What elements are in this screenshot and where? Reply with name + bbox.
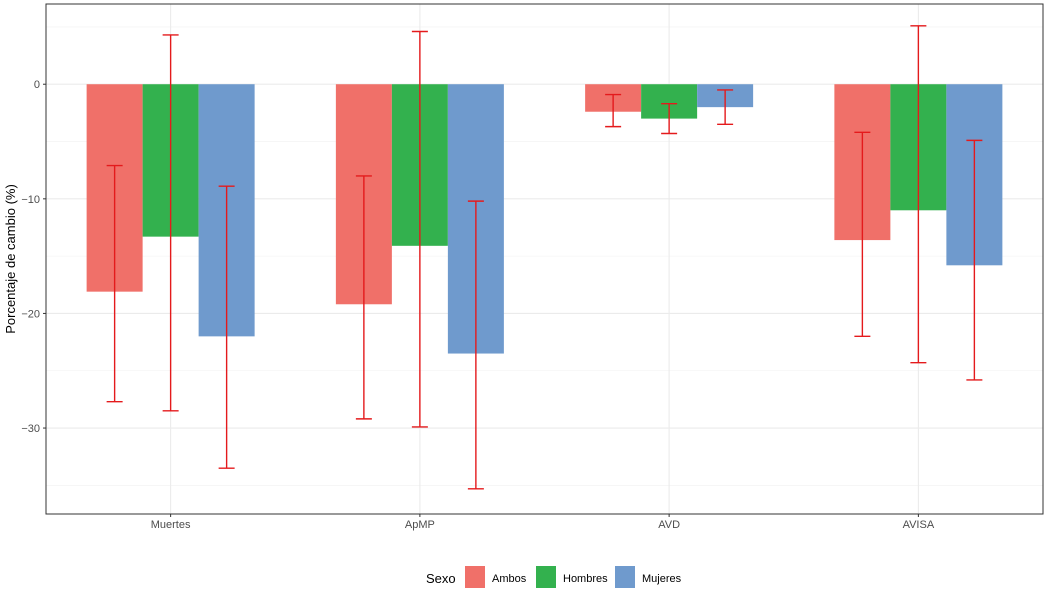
error-bar-mujeres-avd — [717, 89, 734, 126]
legend-item-hombres: Hombres — [536, 566, 608, 588]
plot-panel-border — [45, 3, 1044, 515]
x-tick-label: ApMP — [405, 519, 435, 531]
x-tick-label: AVD — [658, 519, 680, 531]
legend-label-ambos: Ambos — [492, 573, 527, 585]
y-tick-label: −30 — [21, 423, 40, 435]
error-bar-ambos-muertes — [106, 164, 123, 403]
error-bar-hombres-avisa — [910, 25, 927, 364]
y-tick-label: −10 — [21, 194, 40, 206]
error-bar-hombres-avd — [661, 103, 678, 135]
legend-title: Sexo — [426, 571, 456, 586]
y-tick-label: 0 — [34, 79, 40, 91]
legend-key-hombres — [536, 566, 556, 588]
error-bar-mujeres-apmp — [467, 200, 484, 490]
grid-lines — [46, 4, 1043, 514]
x-tick-label: Muertes — [151, 519, 191, 531]
error-bar-mujeres-muertes — [218, 185, 235, 469]
legend-key-mujeres — [615, 566, 635, 588]
error-bar-ambos-avd — [605, 93, 622, 128]
legend-item-mujeres: Mujeres — [615, 566, 682, 588]
x-axis: Muertes ApMP AVD AVISA — [151, 514, 935, 531]
legend: Sexo Ambos Hombres Mujeres — [426, 566, 682, 588]
error-bar-hombres-apmp — [411, 30, 428, 428]
x-tick-label: AVISA — [903, 519, 935, 531]
legend-key-ambos — [465, 566, 485, 588]
error-bar-hombres-muertes — [162, 34, 179, 412]
error-bar-ambos-avisa — [854, 131, 871, 338]
y-axis: 0 −10 −20 −30 — [21, 79, 46, 435]
error-bar-ambos-apmp — [355, 175, 372, 420]
legend-label-mujeres: Mujeres — [642, 573, 682, 585]
legend-item-ambos: Ambos — [465, 566, 527, 588]
y-axis-title: Porcentaje de cambio (%) — [3, 184, 18, 334]
error-bar-mujeres-avisa — [966, 139, 983, 381]
error-bars — [106, 25, 983, 490]
legend-label-hombres: Hombres — [563, 573, 608, 585]
y-tick-label: −20 — [21, 308, 40, 320]
